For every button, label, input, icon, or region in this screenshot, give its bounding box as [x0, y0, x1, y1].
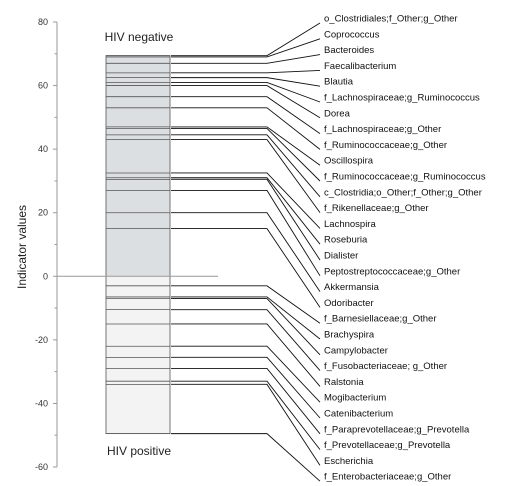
- taxon-label: f_Prevotellaceae;g_Prevotella: [324, 440, 451, 451]
- taxon-label: Ralstonia: [324, 377, 364, 388]
- connector-line: [171, 22, 321, 57]
- connector-line: [171, 285, 321, 324]
- connector-line: [171, 368, 321, 435]
- y-axis-title: Indicator values: [15, 205, 29, 289]
- taxon-label: f_Lachnospiraceae;g_Other: [324, 124, 441, 135]
- connector-line: [171, 433, 321, 482]
- y-tick-label: 40: [38, 144, 48, 154]
- taxon-label: f_Ruminococcaceae;g_Other: [324, 140, 447, 151]
- y-axis: 80 60 40 20 0 -20 -40 -60: [35, 17, 58, 472]
- connector-line: [171, 172, 321, 229]
- taxon-label: Mogibacterium: [324, 393, 386, 404]
- connector-line: [171, 298, 321, 356]
- bar-fill-positive: [106, 276, 170, 434]
- connector-line: [171, 356, 321, 419]
- connector-line: [171, 96, 321, 134]
- connector-line: [171, 128, 321, 182]
- taxon-label: Dorea: [324, 108, 351, 119]
- connector-line: [171, 383, 321, 466]
- connector-line: [171, 178, 321, 261]
- y-tick-label: -60: [35, 462, 48, 472]
- y-tick-label: 0: [43, 271, 48, 281]
- connector-line: [171, 212, 321, 292]
- taxon-label: Escherichia: [324, 456, 374, 467]
- connector-line: [171, 69, 321, 74]
- taxon-label: f_Lachnospiraceae;g_Ruminococcus: [324, 93, 480, 104]
- connector-line: [171, 296, 321, 340]
- bar-fill-negative: [106, 55, 170, 277]
- taxon-label: Blautia: [324, 77, 354, 88]
- connector-line: [171, 309, 321, 371]
- y-tick-label: 80: [38, 17, 48, 27]
- connector-line: [171, 54, 321, 64]
- taxon-label: Oscillospira: [324, 156, 374, 167]
- y-tick-label: -40: [35, 398, 48, 408]
- taxon-label: f_Ruminococcaceae;g_Ruminococcus: [324, 172, 486, 183]
- connector-line: [171, 134, 321, 198]
- connector-line: [171, 323, 321, 387]
- connector-line: [171, 190, 321, 277]
- connector-line: [171, 107, 321, 150]
- taxon-label: c_Clostridia;o_Other;f_Other;g_Other: [324, 187, 482, 198]
- taxon-label: Coprococcus: [324, 29, 380, 40]
- taxon-label: o_Clostridiales;f_Other;g_Other: [324, 14, 458, 25]
- label-connectors: [171, 22, 321, 482]
- connector-line: [171, 38, 321, 58]
- taxon-label: f_Rikenellaceae;g_Other: [324, 203, 429, 214]
- bar-fills: [57, 55, 218, 435]
- connector-line: [171, 345, 321, 403]
- taxon-label: f_Barnesiellaceae;g_Other: [324, 314, 437, 325]
- taxon-label: Odoribacter: [324, 298, 374, 309]
- group-label-hiv-negative: HIV negative: [105, 30, 174, 44]
- taxon-label: f_Fusobacteriaceae; g_Other: [324, 361, 447, 372]
- connector-line: [171, 139, 321, 213]
- taxon-label: Peptostreptococcaceae;g_Other: [324, 266, 460, 277]
- y-tick-label: -20: [35, 335, 48, 345]
- taxon-labels: o_Clostridiales;f_Other;g_Other Coprococc…: [324, 14, 486, 483]
- taxon-label: f_Paraprevotellaceae;g_Prevotella: [324, 424, 470, 435]
- taxon-label: Bacteroides: [324, 45, 374, 56]
- bar-segment-lines: [106, 55, 170, 435]
- connector-line: [171, 81, 321, 103]
- taxon-label: Lachnospira: [324, 219, 376, 230]
- taxon-label: Campylobacter: [324, 345, 388, 356]
- connector-line: [171, 228, 321, 308]
- connector-line: [171, 85, 321, 119]
- taxon-label: Dialister: [324, 251, 358, 262]
- connector-line: [171, 380, 321, 450]
- taxon-label: Faecalibacterium: [324, 61, 396, 72]
- group-label-hiv-positive: HIV positive: [107, 444, 171, 458]
- y-tick-label: 20: [38, 208, 48, 218]
- y-tick-label: 60: [38, 81, 48, 91]
- taxon-label: Roseburia: [324, 235, 368, 246]
- taxon-label: Catenibacterium: [324, 409, 393, 420]
- taxon-label: Akkermansia: [324, 282, 380, 293]
- connector-line: [171, 126, 321, 166]
- taxon-label: Brachyspira: [324, 330, 375, 341]
- connector-line: [171, 77, 321, 87]
- taxon-label: f_Enterobacteriaceae;g_Other: [324, 472, 451, 483]
- connector-line: [171, 177, 321, 245]
